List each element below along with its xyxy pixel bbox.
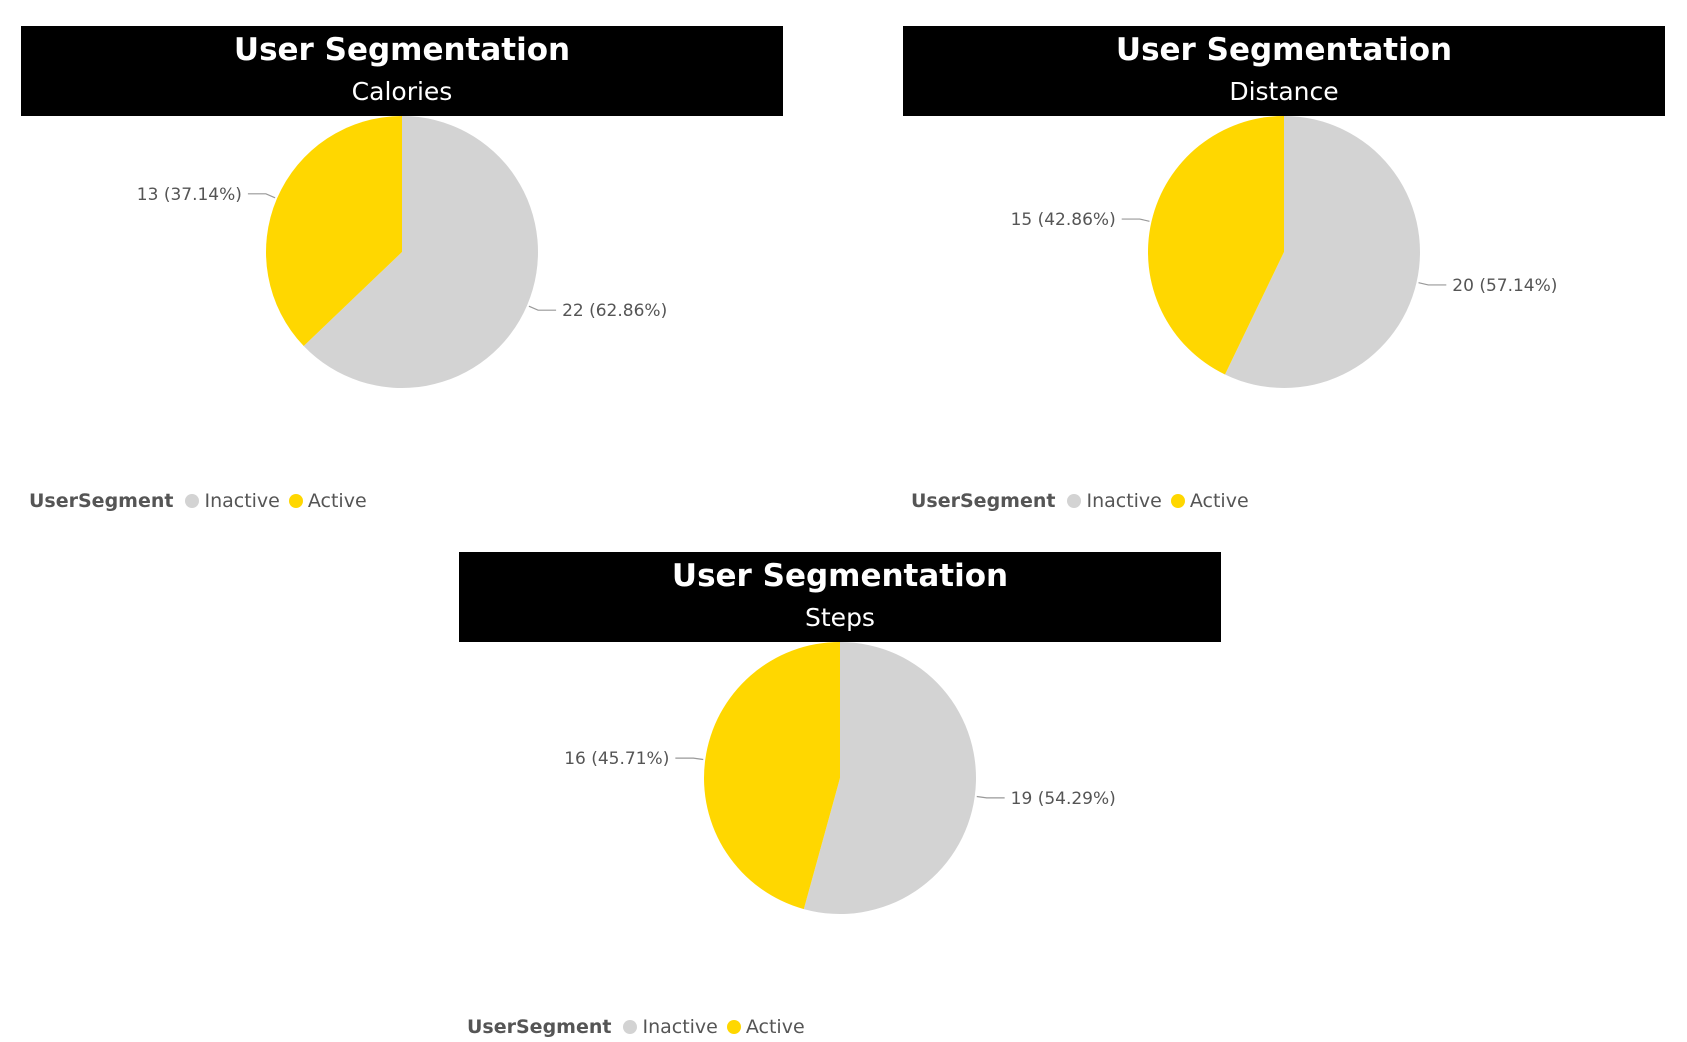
data-label-active: 13 (37.14%) [137, 185, 242, 205]
chart-panel-steps: User Segmentation Steps 19 (54.29%) 16 (4… [459, 552, 1221, 1042]
legend: UserSegment Inactive Active [29, 488, 376, 514]
pie-chart: 20 (57.14%) 15 (42.86%) [1011, 116, 1557, 388]
chart-subtitle: Calories [351, 77, 453, 106]
leader-line-inactive [1418, 282, 1447, 286]
chart-header: User Segmentation Steps [459, 552, 1221, 642]
legend-label-inactive: Inactive [642, 1016, 718, 1038]
pie-chart: 22 (62.86%) 13 (37.14%) [137, 116, 667, 388]
legend-dot-active [288, 494, 303, 508]
legend-label-inactive: Inactive [204, 490, 280, 512]
legend-item-inactive[interactable]: Inactive [623, 1016, 718, 1038]
pie-slice-active[interactable] [1148, 116, 1284, 375]
chart-panel-distance: User Segmentation Distance 20 (57.14%) 15… [903, 26, 1665, 516]
legend-item-active[interactable]: Active [726, 1016, 805, 1038]
legend-item-inactive[interactable]: Inactive [1067, 490, 1162, 512]
pie-chart: 19 (54.29%) 16 (45.71%) [564, 642, 1116, 914]
pie-slice-inactive[interactable] [303, 116, 538, 388]
legend-item-active[interactable]: Active [1170, 490, 1249, 512]
data-label-active: 15 (42.86%) [1011, 210, 1116, 230]
legend: UserSegment Inactive Active [911, 488, 1258, 514]
leader-line-active [1121, 218, 1150, 222]
legend-dot-active [726, 1020, 741, 1034]
data-label-active: 16 (45.71%) [564, 749, 669, 769]
leader-line-inactive [528, 305, 557, 311]
chart-title: User Segmentation [1115, 32, 1453, 68]
chart-header: User Segmentation Distance [903, 26, 1665, 116]
legend-dot-active [1170, 494, 1185, 508]
leader-line-active [247, 193, 276, 199]
legend-title: UserSegment [29, 490, 174, 512]
legend-label-active: Active [307, 490, 367, 512]
legend-dot-inactive [623, 1020, 638, 1034]
legend: UserSegment Inactive Active [467, 1014, 814, 1040]
pie-slice-inactive[interactable] [1224, 116, 1420, 388]
chart-panel-calories: User Segmentation Calories 22 (62.86%) 13… [21, 26, 783, 516]
leader-line-active [675, 757, 704, 761]
chart-header: User Segmentation Calories [21, 26, 783, 116]
legend-label-active: Active [1189, 490, 1249, 512]
data-label-inactive: 19 (54.29%) [1011, 789, 1116, 809]
pie-slice-inactive[interactable] [803, 642, 977, 914]
chart-title: User Segmentation [671, 558, 1009, 594]
data-label-inactive: 22 (62.86%) [562, 301, 667, 321]
leader-line-inactive [976, 795, 1005, 799]
chart-subtitle: Steps [805, 603, 875, 632]
legend-dot-inactive [185, 494, 200, 508]
legend-title: UserSegment [911, 490, 1056, 512]
legend-label-inactive: Inactive [1086, 490, 1162, 512]
data-label-inactive: 20 (57.14%) [1452, 276, 1557, 296]
legend-item-inactive[interactable]: Inactive [185, 490, 280, 512]
chart-title: User Segmentation [233, 32, 571, 68]
legend-title: UserSegment [467, 1016, 612, 1038]
legend-dot-inactive [1067, 494, 1082, 508]
legend-label-active: Active [745, 1016, 805, 1038]
legend-item-active[interactable]: Active [288, 490, 367, 512]
pie-slice-active[interactable] [265, 116, 402, 346]
chart-subtitle: Distance [1229, 77, 1339, 106]
pie-slice-active[interactable] [704, 642, 840, 910]
